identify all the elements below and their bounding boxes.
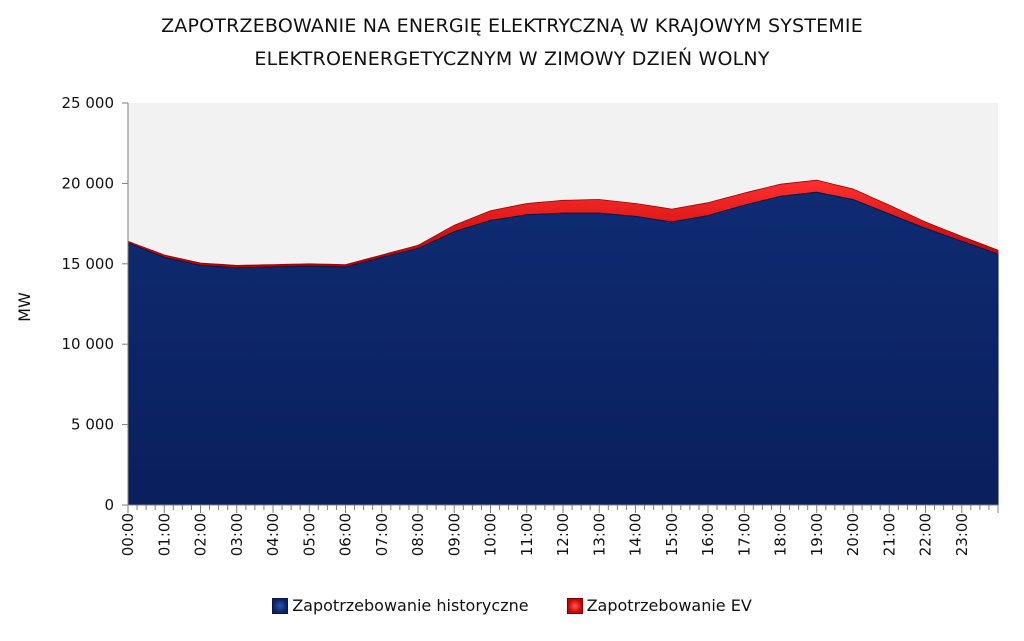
x-tick-label: 22:00 (917, 513, 935, 556)
legend-label-ev: Zapotrzebowanie EV (586, 596, 752, 615)
series-areas (127, 179, 999, 506)
legend-label-historyczne: Zapotrzebowanie historyczne (292, 596, 529, 615)
y-tick-label: 10 000 (62, 335, 115, 353)
x-tick-label: 03:00 (228, 513, 246, 556)
axes: 0 5 000 10 000 15 000 20 000 25 000 00:00 01:00… (62, 94, 999, 556)
series-area-historyczne (127, 191, 999, 506)
x-tick-label: 20:00 (844, 513, 862, 556)
y-tick-label: 20 000 (62, 174, 115, 192)
chart-title-line-2: ELEKTROENERGETYCZNYM W ZIMOWY DZIEŃ WOLN… (254, 48, 770, 70)
x-tick-label: 19:00 (808, 513, 826, 556)
x-tick-label: 07:00 (373, 513, 391, 556)
y-tick-label: 25 000 (62, 94, 115, 112)
legend-swatch-ev (566, 597, 583, 614)
x-tick-label: 12:00 (554, 513, 572, 556)
y-tick-label: 5 000 (71, 416, 114, 434)
x-tick-label: 21:00 (880, 513, 898, 556)
x-tick-label: 14:00 (627, 513, 645, 556)
x-tick-label: 02:00 (192, 513, 210, 556)
x-tick-label: 04:00 (264, 513, 282, 556)
legend: Zapotrzebowanie historyczne Zapotrzebowa… (0, 596, 1024, 615)
legend-item-ev: Zapotrzebowanie EV (566, 596, 752, 615)
legend-swatch-historyczne (272, 597, 289, 614)
x-tick-label: 10:00 (482, 513, 500, 556)
y-tick-label: 0 (104, 496, 114, 514)
x-tick-label: 15:00 (663, 513, 681, 556)
x-tick-label: 05:00 (300, 513, 318, 556)
x-tick-label: 01:00 (155, 513, 173, 556)
x-tick-label: 11:00 (518, 513, 536, 556)
x-tick-label: 13:00 (590, 513, 608, 556)
y-tick-label: 15 000 (62, 255, 115, 273)
x-tick-label: 23:00 (953, 513, 971, 556)
chart-title-line-1: ZAPOTRZEBOWANIE NA ENERGIĘ ELEKTRYCZNĄ W… (161, 15, 863, 37)
x-tick-label: 18:00 (772, 513, 790, 556)
legend-item-historyczne: Zapotrzebowanie historyczne (272, 596, 529, 615)
x-tick-label: 00:00 (119, 513, 137, 556)
x-tick-label: 08:00 (409, 513, 427, 556)
y-axis-title: MW (15, 292, 34, 322)
x-tick-label: 16:00 (699, 513, 717, 556)
x-tick-label: 09:00 (445, 513, 463, 556)
x-tick-label: 06:00 (337, 513, 355, 556)
x-tick-label: 17:00 (735, 513, 753, 556)
